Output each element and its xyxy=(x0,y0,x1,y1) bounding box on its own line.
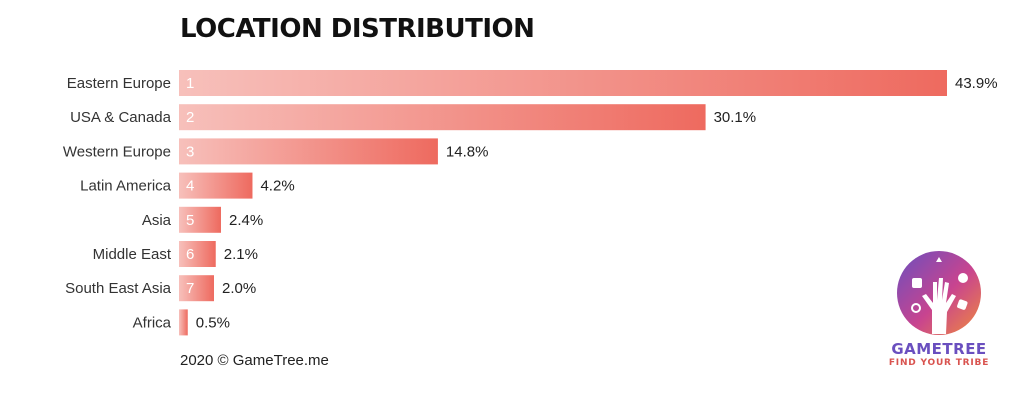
rank-label: 1 xyxy=(186,75,194,92)
rank-label: 7 xyxy=(186,280,194,297)
value-label: 43.9% xyxy=(955,75,998,92)
rank-label: 5 xyxy=(186,212,194,229)
bar xyxy=(179,70,947,96)
bar xyxy=(179,138,438,165)
category-label: USA & Canada xyxy=(70,109,172,126)
category-label: South East Asia xyxy=(65,280,172,297)
bar xyxy=(179,172,253,199)
value-label: 14.8% xyxy=(446,143,489,160)
bar xyxy=(179,104,706,131)
gametree-logo: GAMETREE FIND YOUR TRIBE xyxy=(884,248,994,372)
category-label: Middle East xyxy=(93,246,172,263)
value-label: 30.1% xyxy=(714,109,757,126)
category-label: Africa xyxy=(133,314,172,331)
logo-tagline: FIND YOUR TRIBE xyxy=(888,358,990,368)
rank-label: 6 xyxy=(186,246,194,263)
value-label: 4.2% xyxy=(260,178,294,195)
value-label: 2.1% xyxy=(224,246,258,263)
category-label: Eastern Europe xyxy=(67,75,171,92)
logo-name: GAMETREE xyxy=(891,340,987,358)
category-label: Western Europe xyxy=(63,143,171,160)
rank-label: 2 xyxy=(186,109,194,126)
category-label: Asia xyxy=(142,212,172,229)
gametree-hand-logo-icon xyxy=(897,251,981,335)
bars-layer: Eastern Europe 1 43.9% USA & Canada 2 30.1% We… xyxy=(63,70,998,336)
bar xyxy=(179,275,214,302)
rank-label: 3 xyxy=(186,143,194,160)
category-label: Latin America xyxy=(80,178,172,195)
bar xyxy=(179,206,221,233)
bar xyxy=(179,309,188,336)
rank-label: 4 xyxy=(186,178,194,195)
value-label: 2.0% xyxy=(222,280,256,297)
copyright-footer: 2020 © GameTree.me xyxy=(180,352,329,369)
value-label: 2.4% xyxy=(229,212,263,229)
value-label: 0.5% xyxy=(196,314,230,331)
chart-title: LOCATION DISTRIBUTION xyxy=(180,14,535,44)
bar xyxy=(179,241,216,267)
